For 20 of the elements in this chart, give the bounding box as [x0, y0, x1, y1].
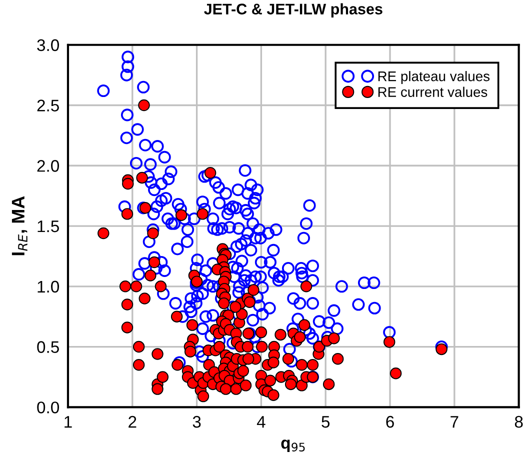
y-tick-label: 1.0	[38, 280, 60, 293]
y-tick-label: 2.0	[37, 160, 60, 172]
x-tick-label: 5	[322, 416, 330, 428]
y-tick-label: 3.0	[37, 39, 60, 52]
y-tick-label: 1.5	[38, 220, 59, 232]
x-tick-label: 3	[192, 416, 201, 428]
y-tick-label: 2.5	[37, 100, 59, 112]
x-tick-label: 8	[514, 416, 523, 428]
legend-label: RE current values	[378, 86, 488, 97]
legend-label: RE plateau values	[378, 71, 490, 84]
chart-title: JET-C & JET-ILW phases	[204, 3, 382, 18]
y-tick-label: 0.5	[37, 341, 59, 353]
x-tick-label: 7	[450, 416, 458, 428]
y-axis-title: I$_{RE}$, MA	[12, 196, 28, 256]
y-tick-label: 0.0	[37, 402, 60, 414]
x-tick-label: 4	[256, 416, 266, 428]
x-axis-title: q$_{95}$	[281, 440, 305, 452]
x-tick-label: 2	[128, 416, 136, 428]
x-tick-label: 1	[64, 416, 72, 428]
x-tick-label: 6	[386, 416, 394, 428]
